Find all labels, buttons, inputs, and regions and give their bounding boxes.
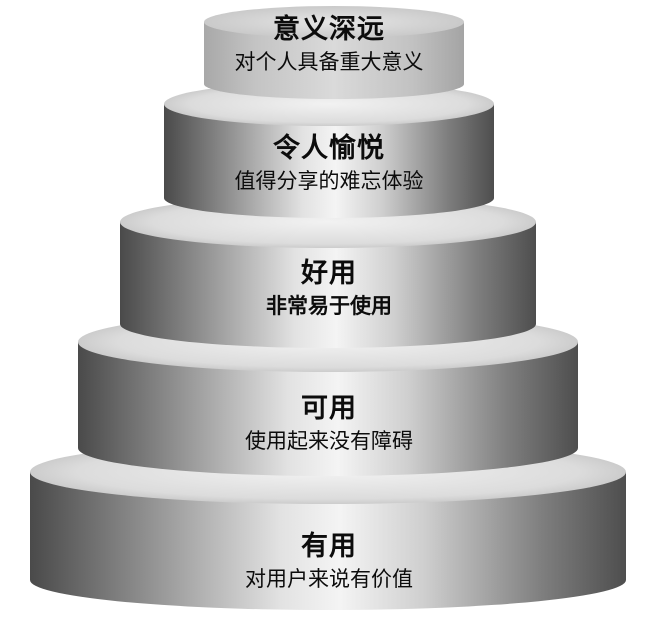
tier-2-title: 令人愉悦 bbox=[273, 133, 385, 164]
tier-4-title: 可用 bbox=[301, 393, 357, 424]
tier-5-side bbox=[30, 472, 626, 610]
tier-4-description: 使用起来没有障碍 bbox=[245, 429, 413, 453]
tier-5-description: 对用户来说有价值 bbox=[245, 567, 413, 591]
tier-4-label: 可用 使用起来没有障碍 bbox=[0, 393, 658, 455]
tier-2-label: 令人愉悦 值得分享的难忘体验 bbox=[0, 133, 658, 195]
tier-2-description: 值得分享的难忘体验 bbox=[234, 169, 424, 193]
tier-1-label: 意义深远 对个人具备重大意义 bbox=[0, 14, 658, 76]
tier-5-title: 有用 bbox=[301, 531, 357, 562]
tier-3-description: 非常易于使用 bbox=[266, 294, 392, 318]
tier-1-title: 意义深远 bbox=[273, 14, 385, 45]
tier-3-side bbox=[120, 222, 536, 348]
tier-1-description: 对个人具备重大意义 bbox=[234, 50, 424, 74]
tier-1-top-face bbox=[204, 6, 464, 38]
tier-5-label: 有用 对用户来说有价值 bbox=[0, 531, 658, 593]
tier-2-side bbox=[164, 104, 494, 218]
tier-1-side bbox=[204, 22, 464, 99]
tier-4-side bbox=[78, 342, 578, 476]
tier-1-cylinder bbox=[204, 6, 464, 99]
tier-3-label: 好用 非常易于使用 bbox=[0, 258, 658, 320]
tier-3-title: 好用 bbox=[301, 258, 357, 289]
